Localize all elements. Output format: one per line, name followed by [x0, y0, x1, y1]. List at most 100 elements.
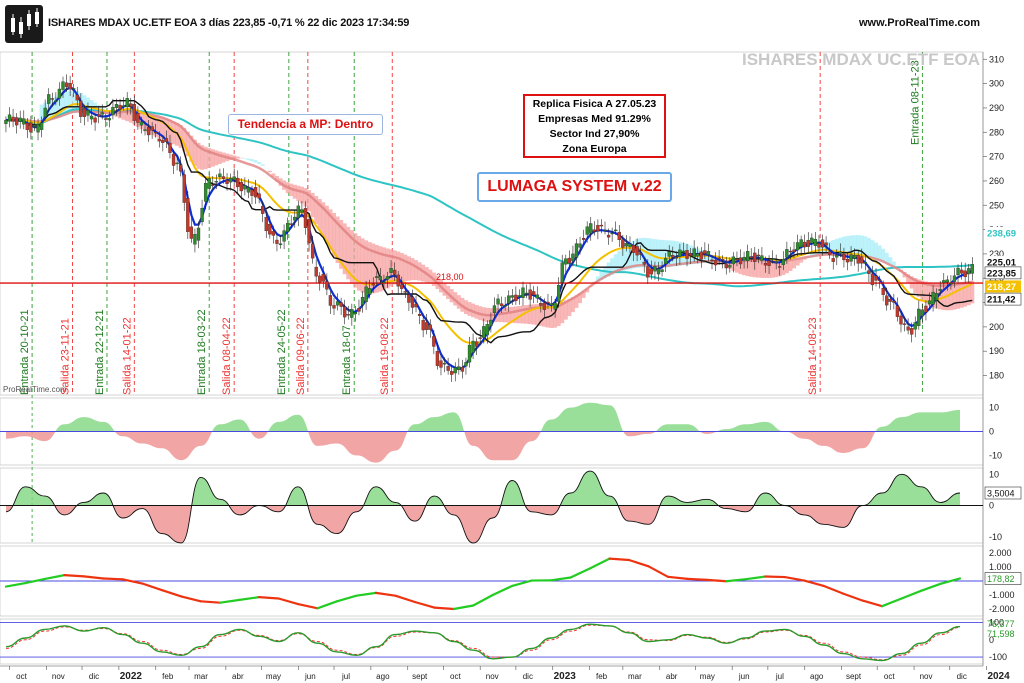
- candle-body: [389, 268, 393, 273]
- candle-body: [945, 279, 949, 283]
- candle-body: [25, 122, 29, 130]
- candle-body: [89, 115, 94, 120]
- candle-body: [375, 276, 379, 278]
- momentum-segment: [803, 579, 825, 588]
- candle-body: [756, 254, 760, 257]
- candle-body: [350, 309, 354, 318]
- price-value-box: [985, 256, 1021, 269]
- stochastic-line: [5, 623, 961, 662]
- candle-body: [571, 253, 575, 262]
- price-tick-label: 260: [989, 176, 1004, 186]
- candle-body: [296, 205, 300, 219]
- momentum-segment: [686, 577, 708, 581]
- candle-body: [414, 303, 418, 308]
- candle-body: [139, 121, 144, 126]
- momentum-segment: [725, 578, 747, 583]
- candle-body: [721, 259, 725, 261]
- replica-line: Empresas Med 91.29%: [538, 113, 651, 125]
- candlesticks: [4, 74, 974, 383]
- candle-body: [157, 138, 161, 142]
- price-value-label: 238,69: [987, 228, 1016, 239]
- candle-body: [61, 81, 65, 90]
- momentum-segment: [238, 595, 261, 602]
- candle-body: [792, 249, 796, 253]
- candle-body: [453, 367, 457, 374]
- candle-body: [642, 261, 646, 265]
- candle-body: [663, 258, 668, 264]
- oscillator-value-label: 76,377: [987, 619, 1015, 629]
- candle-body: [243, 185, 247, 190]
- time-tick-label: sept: [412, 672, 428, 681]
- candle-body: [899, 315, 903, 325]
- candle-body: [574, 243, 579, 258]
- donchian-line: [5, 100, 973, 344]
- momentum-segment: [550, 576, 572, 582]
- momentum-segment: [4, 581, 27, 588]
- momentum-segment: [452, 604, 475, 611]
- price-value-box: [984, 292, 1022, 306]
- time-tick-label: sept: [846, 672, 862, 681]
- candle-body: [920, 309, 925, 317]
- price-tick-label: 300: [989, 79, 1004, 89]
- candle-body: [967, 268, 971, 275]
- oscillator-tick-label: -100: [989, 652, 1007, 662]
- candle-body: [881, 288, 885, 295]
- momentum-segment: [764, 575, 786, 579]
- candle-body: [221, 176, 226, 179]
- price-tick-label: 310: [989, 54, 1004, 64]
- candle-body: [778, 266, 782, 268]
- candle-body: [546, 301, 550, 304]
- candle-body: [852, 255, 857, 259]
- candle-body: [346, 314, 350, 316]
- momentum-segment: [647, 565, 670, 578]
- candle-body: [507, 295, 511, 304]
- candle-body: [57, 88, 62, 99]
- candle-body: [396, 274, 400, 287]
- time-tick-label: nov: [920, 672, 933, 681]
- candle-body: [293, 216, 297, 221]
- signal-markers: Entrada 20-10-21 Salida 23-11-21 Entrada 2…: [19, 60, 921, 395]
- candle-body: [838, 251, 843, 254]
- candle-body: [828, 251, 832, 255]
- candle-body: [310, 243, 315, 259]
- candle-body: [189, 226, 194, 239]
- replica-info-box: Replica Fisica A 27.05.23 Empresas Med 9…: [523, 94, 666, 158]
- time-tick-label: nov: [486, 672, 499, 681]
- candle-body: [746, 251, 750, 262]
- candle-body: [614, 229, 618, 232]
- candle-body: [924, 305, 928, 313]
- price-tick-label: 290: [989, 103, 1004, 113]
- momentum-segment: [160, 588, 183, 598]
- momentum-segment: [900, 589, 923, 600]
- candle-body: [646, 266, 650, 278]
- oscillator-tick-label: -2.000: [989, 604, 1015, 614]
- candle-body: [656, 268, 661, 275]
- candle-body: [164, 138, 169, 142]
- moving-averages: 218,00: [0, 86, 983, 371]
- candle-body: [207, 178, 211, 189]
- candle-body: [392, 269, 397, 275]
- candle-body: [129, 103, 133, 107]
- candle-body: [589, 223, 593, 234]
- candle-body: [72, 88, 76, 90]
- candle-body: [781, 259, 785, 265]
- site-url[interactable]: www.ProRealTime.com: [858, 17, 980, 29]
- candle-body: [111, 107, 115, 116]
- candle-body: [14, 117, 19, 126]
- momentum-segment: [608, 557, 631, 562]
- oscillator-tick-label: -10: [989, 450, 1002, 460]
- candle-body: [585, 226, 589, 235]
- source-label: ProRealTime.com: [3, 385, 67, 394]
- candle-body: [457, 366, 461, 370]
- oscillator-value-box: [984, 486, 1022, 500]
- candle-body: [867, 270, 871, 274]
- signal-line: [5, 624, 961, 661]
- candle-body: [50, 98, 54, 100]
- candle-body: [906, 326, 910, 331]
- candle-body: [535, 294, 539, 299]
- chart-title: ISHARES MDAX UC.ETF EOA 3 días 223,85 -0…: [48, 17, 410, 29]
- candle-body: [820, 239, 825, 248]
- candle-body: [710, 259, 714, 262]
- candle-body: [328, 295, 333, 306]
- candle-body: [47, 94, 51, 104]
